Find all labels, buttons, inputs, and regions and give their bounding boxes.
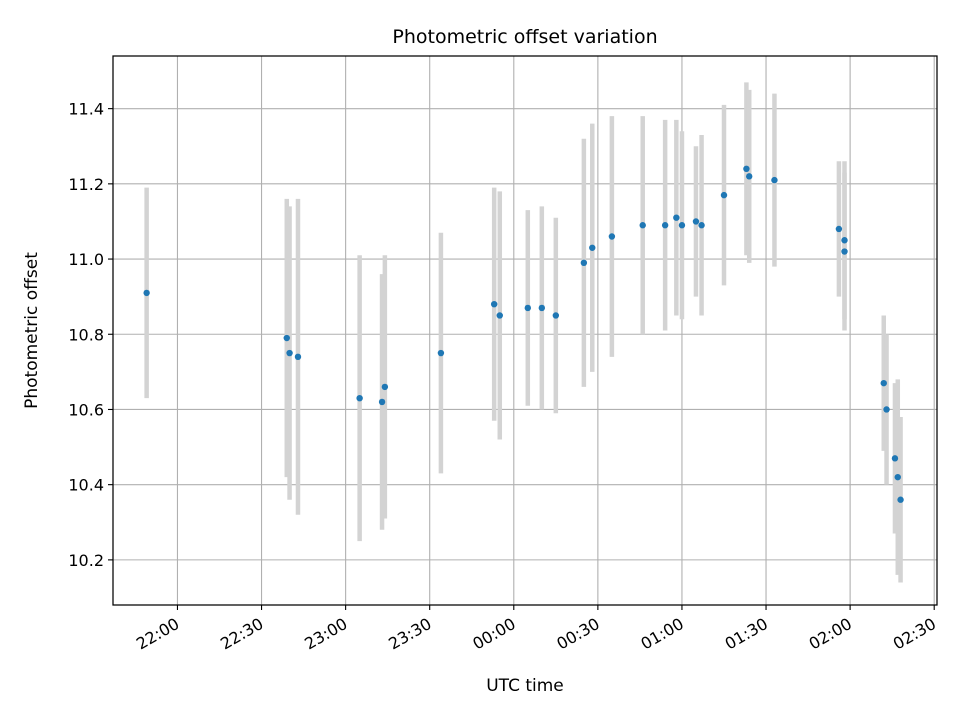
data-point (496, 312, 503, 319)
data-point (897, 496, 904, 503)
data-point (490, 300, 498, 308)
x-tick-label: 22:30 (217, 614, 266, 654)
data-point (841, 237, 848, 244)
data-point (841, 248, 848, 255)
y-tick-label: 10.8 (68, 325, 104, 344)
x-tick-label: 02:30 (890, 614, 939, 654)
data-point (678, 222, 686, 229)
y-tick-label: 10.2 (68, 551, 104, 570)
y-tick-label: 11.0 (68, 250, 104, 269)
data-point (356, 394, 363, 402)
data-point (891, 455, 899, 462)
data-point (698, 222, 705, 229)
data-point (880, 379, 887, 387)
data-point (894, 473, 901, 481)
data-point (661, 222, 669, 229)
data-point (589, 244, 596, 251)
data-point (286, 349, 293, 357)
x-tick-label: 00:30 (553, 614, 602, 654)
data-point (720, 191, 728, 199)
x-tick-label: 01:30 (722, 614, 771, 654)
data-point (743, 165, 750, 173)
data-point (381, 383, 389, 391)
y-tick-label: 11.4 (68, 100, 104, 119)
x-tick-label: 23:30 (385, 614, 434, 654)
data-point (524, 304, 532, 312)
y-tick-label: 10.4 (68, 476, 104, 495)
y-axis: 10.2 10.4 10.6 10.8 11.0 11.2 11.4 (68, 100, 113, 570)
data-point (771, 176, 778, 184)
x-axis: 22:00 22:30 23:00 23:30 00:00 00:30 01:00 01:30… (133, 605, 939, 654)
grid (113, 56, 937, 605)
x-tick-label: 00:00 (469, 614, 518, 654)
error-bars (144, 82, 903, 583)
x-tick-label: 23:00 (301, 614, 350, 654)
data-point (538, 304, 546, 312)
data-point (580, 259, 588, 267)
x-tick-label: 22:00 (133, 614, 182, 654)
data-point (294, 353, 302, 361)
data-point (378, 398, 386, 406)
data-point (883, 406, 890, 413)
data-point (639, 222, 646, 229)
y-axis-title: Photometric offset (22, 252, 42, 409)
y-tick-label: 11.2 (68, 175, 104, 194)
data-point (835, 225, 843, 233)
data-points (143, 165, 904, 503)
data-point (437, 349, 445, 357)
data-point (692, 218, 700, 225)
data-point (608, 233, 616, 240)
data-point (673, 214, 680, 221)
data-point (143, 289, 150, 297)
x-axis-title: UTC time (486, 676, 564, 696)
x-tick-label: 01:00 (638, 614, 687, 654)
y-tick-label: 10.6 (68, 400, 104, 419)
x-tick-label: 02:00 (806, 614, 855, 654)
plot-frame (112, 55, 938, 606)
data-point (746, 173, 753, 180)
chart-title: Photometric offset variation (392, 26, 657, 48)
data-point (283, 334, 290, 342)
data-point (552, 312, 560, 319)
